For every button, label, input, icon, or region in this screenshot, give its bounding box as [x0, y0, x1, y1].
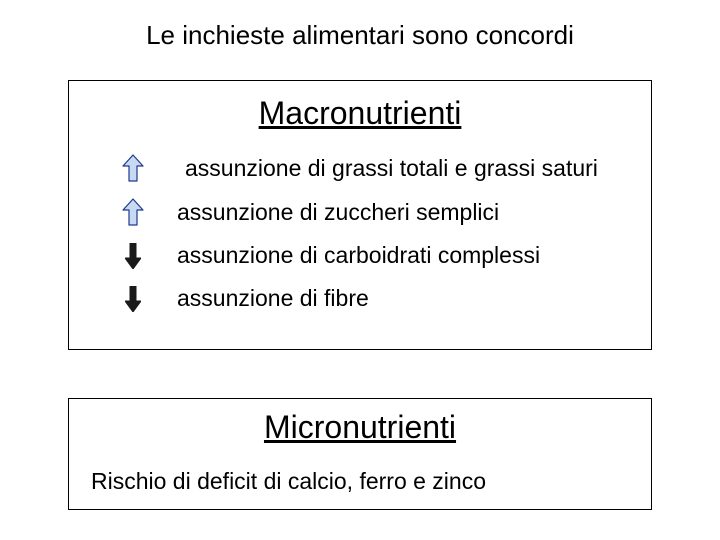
arrow-down-icon — [119, 286, 147, 312]
macro-item: assunzione di grassi totali e grassi sat… — [119, 154, 631, 182]
arrow-up-icon — [119, 154, 147, 182]
macro-item-label: assunzione di zuccheri semplici — [177, 199, 499, 226]
macro-heading: Macronutrienti — [89, 95, 631, 132]
macro-item-label: assunzione di grassi totali e grassi sat… — [185, 155, 598, 182]
arrow-up-icon — [119, 198, 147, 226]
arrow-down-icon — [119, 243, 147, 269]
macro-item-label: assunzione di carboidrati complessi — [177, 242, 540, 269]
micro-box: Micronutrienti Rischio di deficit di cal… — [68, 398, 652, 510]
macro-item: assunzione di fibre — [119, 285, 631, 312]
macro-item: assunzione di carboidrati complessi — [119, 242, 631, 269]
micro-text: Rischio di deficit di calcio, ferro e zi… — [85, 468, 635, 495]
macro-item: assunzione di zuccheri semplici — [119, 198, 631, 226]
macro-item-label: assunzione di fibre — [177, 285, 369, 312]
macro-items: assunzione di grassi totali e grassi sat… — [89, 154, 631, 312]
macro-box: Macronutrienti assunzione di grassi tota… — [68, 80, 652, 350]
page-title: Le inchieste alimentari sono concordi — [0, 20, 720, 51]
micro-heading: Micronutrienti — [85, 409, 635, 446]
